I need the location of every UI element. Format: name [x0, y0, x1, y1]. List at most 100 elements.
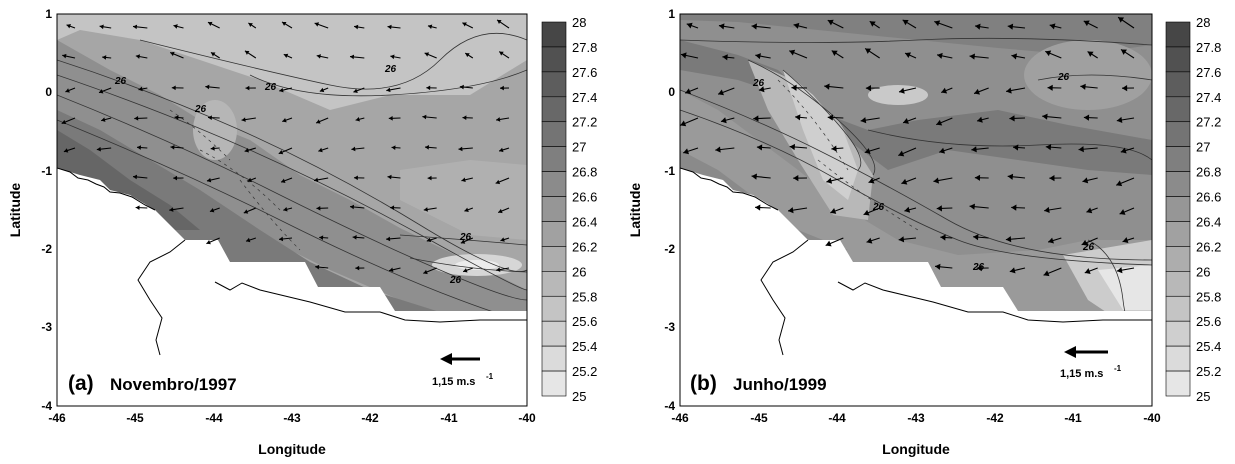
x-tick: -40: [1143, 411, 1161, 425]
map-figure-b: 26 26 26 26 26 -46 -45 -44 -43 -42 -41 -…: [618, 0, 1235, 459]
x-tick: -41: [440, 411, 458, 425]
colorbar-swatch: [542, 346, 566, 371]
colorbar-label: 27.6: [1196, 65, 1221, 80]
colorbar-swatch: [542, 47, 566, 72]
colorbar-label: 26.4: [572, 214, 597, 229]
map-figure-a: 26 26 26 26 26 26 26 -46 -45 -44 -43 -42…: [0, 0, 618, 459]
colorbar-label: 26: [1196, 264, 1210, 279]
colorbar-label: 26.6: [1196, 190, 1221, 205]
y-tick: -2: [664, 242, 675, 256]
colorbar-swatch: [1166, 122, 1190, 147]
colorbar-swatch: [542, 72, 566, 97]
colorbar-label: 27: [572, 140, 586, 155]
colorbar-swatch: [542, 271, 566, 296]
contour-label: 26: [872, 202, 885, 213]
colorbar-label: 25.6: [1196, 314, 1221, 329]
y-tick: 1: [668, 7, 675, 21]
y-ticks-a: 1 0 -1 -2 -3 -4: [41, 7, 52, 413]
y-axis-title: Latitude: [627, 183, 643, 238]
colorbar-swatch: [1166, 147, 1190, 172]
colorbar-swatch: [542, 221, 566, 246]
colorbar-label: 26.8: [572, 165, 597, 180]
contour-label: 26: [114, 76, 127, 87]
colorbar-swatch: [1166, 346, 1190, 371]
colorbar-label: 26: [572, 264, 586, 279]
y-tick: -1: [664, 164, 675, 178]
y-axis-title: Latitude: [7, 183, 23, 238]
y-tick: 0: [45, 85, 52, 99]
colorbar-b: 2827.827.627.427.22726.826.626.426.22625…: [1166, 15, 1221, 404]
y-tick: 1: [45, 7, 52, 21]
y-tick: -3: [664, 320, 675, 334]
colorbar-label: 28: [572, 15, 586, 30]
colorbar-label: 26.2: [1196, 239, 1221, 254]
colorbar-swatch: [1166, 246, 1190, 271]
x-tick: -41: [1064, 411, 1082, 425]
colorbar-swatch: [1166, 72, 1190, 97]
colorbar-swatch: [542, 197, 566, 222]
contour-label: 26: [1057, 72, 1070, 83]
reference-vector-exponent: -1: [486, 372, 494, 381]
y-tick: -4: [41, 399, 52, 413]
map-panel-b: 26 26 26 26 26 -46 -45 -44 -43 -42 -41 -…: [618, 0, 1235, 459]
colorbar-label: 25.2: [1196, 364, 1221, 379]
colorbar-swatch: [542, 97, 566, 122]
colorbar-label: 25.8: [1196, 289, 1221, 304]
x-axis-title: Longitude: [882, 441, 950, 457]
x-tick: -46: [671, 411, 689, 425]
colorbar-swatch: [1166, 321, 1190, 346]
colorbar-label: 25.8: [572, 289, 597, 304]
colorbar-label: 25: [572, 389, 586, 404]
x-ticks-b: -46 -45 -44 -43 -42 -41 -40: [671, 411, 1161, 425]
colorbar-label: 25.6: [572, 314, 597, 329]
panel-title: Novembro/1997: [110, 375, 237, 394]
colorbar-swatch: [1166, 97, 1190, 122]
colorbar-label: 27.4: [572, 90, 597, 105]
x-tick: -46: [48, 411, 66, 425]
colorbar-label: 27.2: [1196, 115, 1221, 130]
colorbar-swatch: [542, 246, 566, 271]
colorbar-swatch: [542, 122, 566, 147]
x-tick: -42: [986, 411, 1004, 425]
y-tick: 0: [668, 85, 675, 99]
panel-title: Junho/1999: [733, 375, 827, 394]
x-axis-title: Longitude: [258, 441, 326, 457]
colorbar-label: 27.2: [572, 115, 597, 130]
contour-label: 26: [459, 232, 472, 243]
y-tick: -4: [664, 399, 675, 413]
reference-vector-label: 1,15 m.s: [1060, 368, 1103, 380]
sst-field-a: [57, 14, 529, 406]
x-ticks-a: -46 -45 -44 -43 -42 -41 -40: [48, 411, 536, 425]
x-tick: -43: [907, 411, 925, 425]
x-tick: -44: [205, 411, 223, 425]
x-tick: -43: [283, 411, 301, 425]
colorbar-label: 27: [1196, 140, 1210, 155]
colorbar-label: 27.6: [572, 65, 597, 80]
colorbar-label: 26.2: [572, 239, 597, 254]
y-tick: -1: [41, 164, 52, 178]
colorbar-swatch: [542, 321, 566, 346]
colorbar-label: 26.8: [1196, 165, 1221, 180]
colorbar-swatch: [542, 371, 566, 396]
colorbar-swatch: [1166, 22, 1190, 47]
colorbar-label: 25.2: [572, 364, 597, 379]
colorbar-label: 25.4: [1196, 339, 1221, 354]
y-tick: -2: [41, 242, 52, 256]
colorbar-label: 25.4: [572, 339, 597, 354]
colorbar-swatch: [1166, 221, 1190, 246]
contour-label: 26: [384, 64, 397, 75]
colorbar-swatch: [1166, 296, 1190, 321]
y-tick: -3: [41, 320, 52, 334]
colorbar-swatch: [1166, 47, 1190, 72]
colorbar-label: 28: [1196, 15, 1210, 30]
panel-label: (b): [690, 372, 717, 395]
colorbar-swatch: [1166, 197, 1190, 222]
map-panel-a: 26 26 26 26 26 26 26 -46 -45 -44 -43 -42…: [0, 0, 618, 459]
colorbar-swatch: [1166, 371, 1190, 396]
colorbar-swatch: [542, 147, 566, 172]
x-tick: -45: [750, 411, 768, 425]
colorbar-label: 27.8: [1196, 40, 1221, 55]
colorbar-swatch: [1166, 271, 1190, 296]
colorbar-swatch: [542, 22, 566, 47]
colorbar-label: 26.6: [572, 190, 597, 205]
